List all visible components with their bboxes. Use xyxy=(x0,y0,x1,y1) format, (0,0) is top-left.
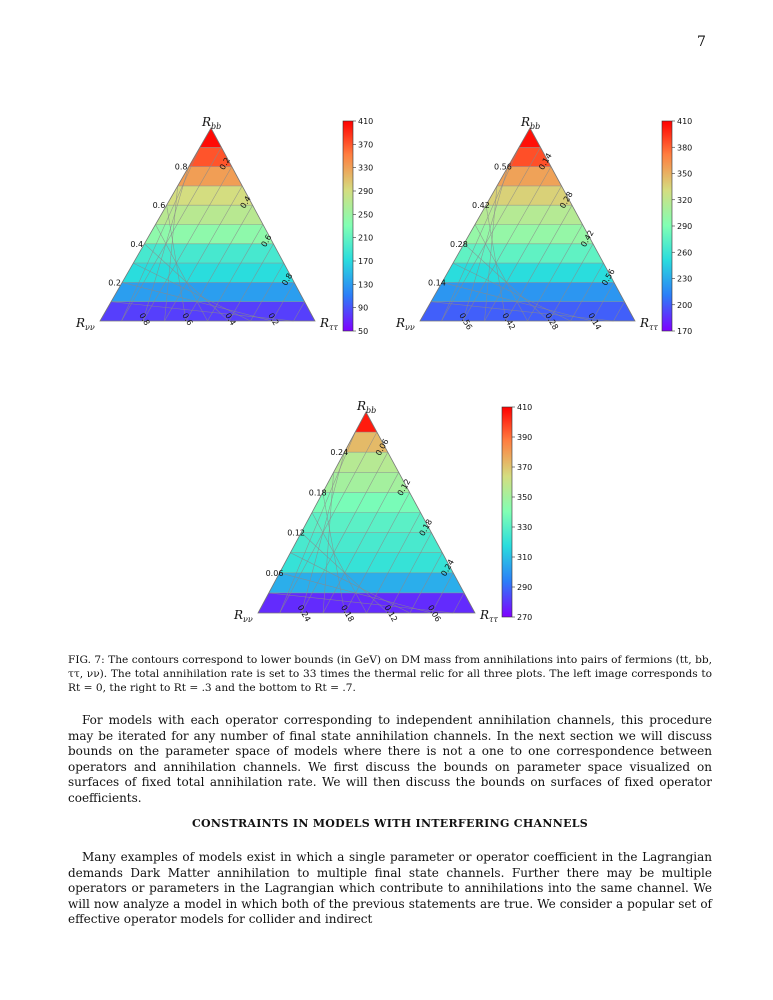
colorbar-tick-label: 130 xyxy=(358,280,373,289)
colorbar-tick-label: 170 xyxy=(677,327,692,336)
triangle-outline xyxy=(257,411,476,614)
colorbar-tick-label: 390 xyxy=(517,433,532,442)
colorbar-tick-label: 210 xyxy=(358,234,373,243)
contour-band xyxy=(486,185,572,206)
colorbar xyxy=(342,120,354,332)
contour-band xyxy=(333,452,399,473)
colorbar-tick-label: 330 xyxy=(358,164,373,173)
vertex-label-top: Rbb xyxy=(356,399,376,415)
colorbar-tick-label: 370 xyxy=(517,463,532,472)
colorbar-tick-label: 330 xyxy=(517,523,532,532)
tick-label-left: 0.12 xyxy=(287,529,305,538)
vertex-label-top: Rbb xyxy=(520,115,540,131)
contour-band xyxy=(508,147,551,167)
colorbar-tick-label: 410 xyxy=(358,117,373,126)
contour-band xyxy=(431,282,625,302)
colorbar-tick-label: 90 xyxy=(358,304,368,313)
contour-band xyxy=(453,243,604,264)
contour-band xyxy=(301,512,432,533)
colorbar-tick-label: 290 xyxy=(677,222,692,231)
colorbar-tick-label: 170 xyxy=(358,257,373,266)
colorbar-tick-label: 50 xyxy=(358,327,368,336)
colorbar xyxy=(661,120,673,332)
contour-band xyxy=(420,301,635,321)
contour-band xyxy=(290,532,443,553)
contour-band xyxy=(122,263,295,283)
tick-label-left: 0.06 xyxy=(266,569,284,578)
contour-band xyxy=(442,263,614,283)
contour-band xyxy=(199,128,222,148)
ternary-panel-right: 0.560.420.280.140.140.280.420.560.56 0.42… xyxy=(395,115,692,336)
contour-band xyxy=(519,128,541,148)
contour-band xyxy=(475,205,583,225)
tick-label-left: 0.6 xyxy=(153,201,166,210)
contour-band xyxy=(322,472,410,493)
contour-band xyxy=(144,224,274,244)
colorbar-tick-label: 260 xyxy=(677,248,692,257)
vertex-label-right: Rττ xyxy=(319,316,338,332)
contour-band xyxy=(188,147,232,167)
colorbar-tick-label: 200 xyxy=(677,301,692,310)
contour-band xyxy=(279,552,454,573)
tick-label-left: 0.14 xyxy=(428,278,446,287)
colorbar-tick-label: 290 xyxy=(517,583,532,592)
vertex-label-right: Rττ xyxy=(639,316,658,332)
tick-label-left: 0.56 xyxy=(494,163,512,172)
colorbar-tick-label: 380 xyxy=(677,143,692,152)
contour-band xyxy=(166,185,253,206)
contour-band xyxy=(268,572,465,593)
colorbar-tick-label: 290 xyxy=(358,187,373,196)
tick-label-left: 0.8 xyxy=(175,163,188,172)
ternary-grid xyxy=(111,147,305,322)
tick-label-left: 0.18 xyxy=(309,488,327,497)
colorbar-tick-label: 410 xyxy=(677,117,692,126)
body-paragraph-2: Many examples of models exist in which a… xyxy=(68,850,712,926)
contour-band xyxy=(464,224,593,244)
colorbar-tick-label: 320 xyxy=(677,196,692,205)
colorbar-tick-label: 350 xyxy=(677,170,692,179)
tick-label-left: 0.24 xyxy=(330,448,348,457)
colorbar-tick-label: 350 xyxy=(517,493,532,502)
colorbar-tick-label: 310 xyxy=(517,553,532,562)
body-paragraph-1: For models with each operator correspond… xyxy=(68,713,712,805)
colorbar-tick-label: 250 xyxy=(358,210,373,219)
contour-band xyxy=(344,432,388,453)
section-heading: CONSTRAINTS IN MODELS WITH INTERFERING C… xyxy=(191,817,589,830)
colorbar-tick-label: 370 xyxy=(358,140,373,149)
vertex-label-right: Rττ xyxy=(479,608,498,624)
colorbar-tick-label: 410 xyxy=(517,403,532,412)
contour-band xyxy=(111,282,305,302)
tick-label-left: 0.2 xyxy=(108,278,121,287)
tick-label-left: 0.4 xyxy=(130,240,143,249)
vertex-label-left: Rνν xyxy=(395,316,415,332)
figure-7: 0.80.60.40.20.20.40.60.80.8 0.6 0.4 0.2RbbR… xyxy=(75,115,692,624)
triangle-outline xyxy=(419,127,636,322)
contour-band xyxy=(355,412,377,433)
contour-band xyxy=(155,205,263,225)
ternary-panel-left: 0.80.60.40.20.20.40.60.80.8 0.6 0.4 0.2RbbR… xyxy=(75,115,373,336)
colorbar xyxy=(501,406,513,618)
vertex-label-left: Rνν xyxy=(75,316,95,332)
tick-label-left: 0.28 xyxy=(450,240,468,249)
figure-caption: FIG. 7: The contours correspond to lower… xyxy=(68,654,712,694)
contour-band xyxy=(133,243,284,264)
contour-band xyxy=(312,492,421,513)
contour-band xyxy=(497,166,562,186)
ternary-panel-bottom: 0.240.180.120.060.060.120.180.240.24 0.18… xyxy=(233,399,532,624)
contour-band xyxy=(100,301,315,321)
vertex-label-left: Rνν xyxy=(233,608,253,624)
colorbar-tick-label: 270 xyxy=(517,613,532,622)
colorbar-tick-label: 230 xyxy=(677,275,692,284)
page-number: 7 xyxy=(697,34,706,50)
tick-label-left: 0.42 xyxy=(472,201,490,210)
ternary-grid xyxy=(430,147,625,322)
vertex-label-top: Rbb xyxy=(201,115,221,131)
ternary-grid xyxy=(268,431,465,614)
triangle-outline xyxy=(99,127,316,322)
contour-band xyxy=(177,166,243,186)
